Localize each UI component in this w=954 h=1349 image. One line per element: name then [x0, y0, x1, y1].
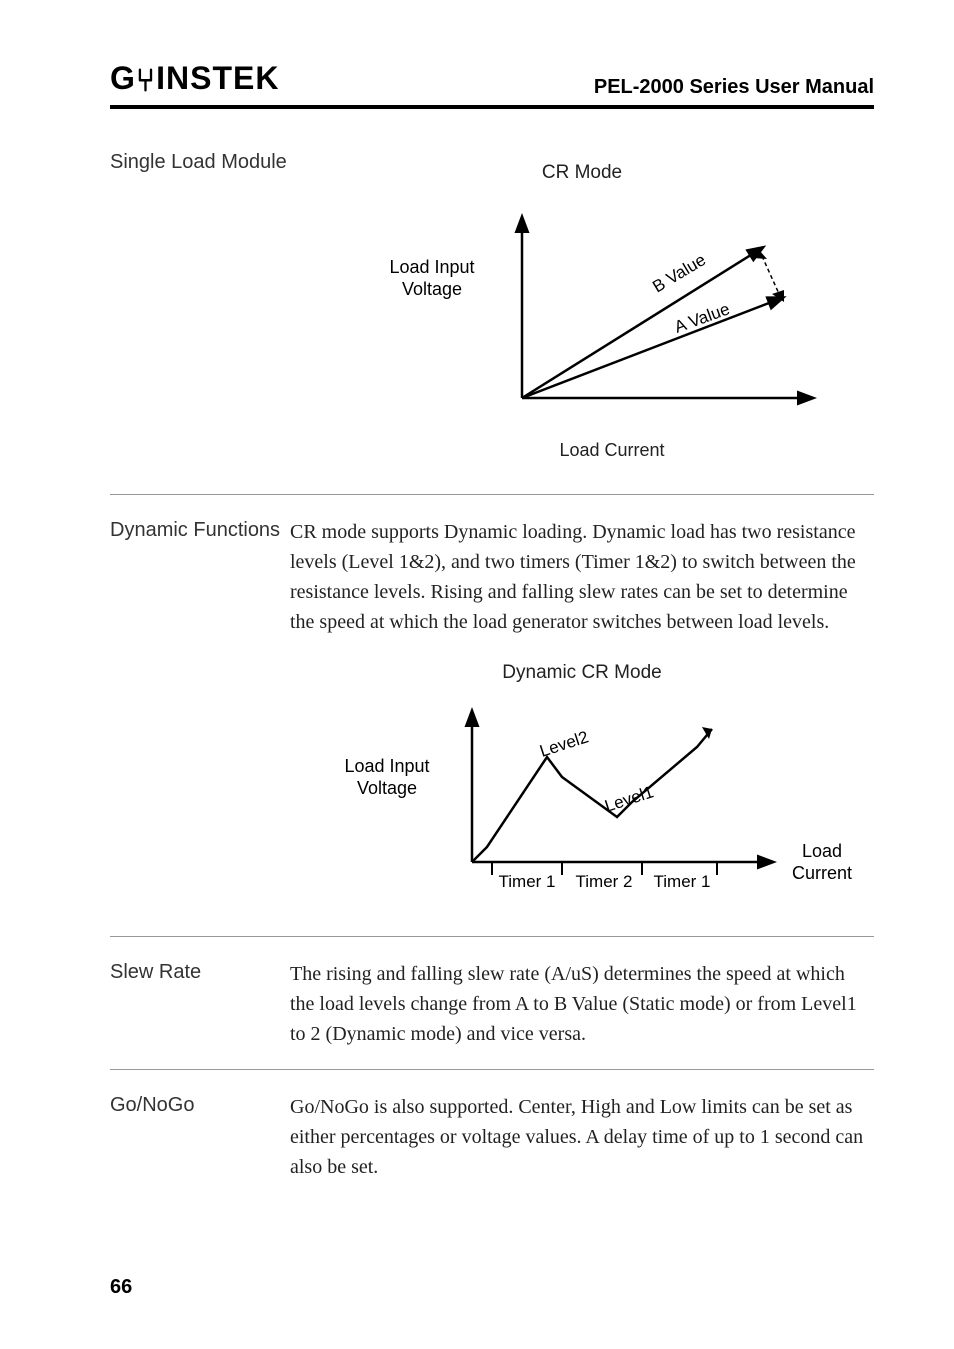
dyn-level2-label: Level2 [537, 727, 591, 761]
dyn-timer1b-label: Timer 1 [654, 872, 711, 891]
content-dynamic: CR mode supports Dynamic loading. Dynami… [290, 517, 874, 917]
logo: G⑂INSTEK [110, 60, 279, 99]
label-gonogo: Go/NoGo [110, 1092, 290, 1182]
divider-1 [110, 494, 874, 495]
label-single-load: Single Load Module [110, 149, 290, 474]
cr-mode-diagram: CR Mode [290, 159, 874, 464]
cr-mode-svg: Load Input Voltage B Value A Value [322, 198, 842, 428]
content-single-load: CR Mode [290, 149, 874, 474]
dynamic-text: CR mode supports Dynamic loading. Dynami… [290, 517, 874, 637]
cr-b-value-label: B Value [649, 250, 709, 296]
divider-2 [110, 936, 874, 937]
section-gonogo: Go/NoGo Go/NoGo is also supported. Cente… [110, 1092, 874, 1182]
page-header: G⑂INSTEK PEL-2000 Series User Manual [110, 60, 874, 109]
content-gonogo: Go/NoGo is also supported. Center, High … [290, 1092, 874, 1182]
content-slew-rate: The rising and falling slew rate (A/uS) … [290, 959, 874, 1049]
dynamic-cr-diagram: Dynamic CR Mode [290, 659, 874, 907]
dyn-current-label: Current [792, 863, 852, 883]
dyn-timer1a-label: Timer 1 [499, 872, 556, 891]
section-single-load: Single Load Module CR Mode [110, 149, 874, 474]
dyn-y-label-1: Load Input [344, 756, 429, 776]
section-slew-rate: Slew Rate The rising and falling slew ra… [110, 959, 874, 1049]
label-dynamic: Dynamic Functions [110, 517, 290, 917]
dyn-load-label: Load [802, 841, 842, 861]
cr-mode-title: CR Mode [290, 159, 874, 188]
manual-title: PEL-2000 Series User Manual [594, 76, 874, 99]
section-dynamic: Dynamic Functions CR mode supports Dynam… [110, 517, 874, 917]
cr-y-label-2: Voltage [402, 279, 462, 299]
cr-x-axis-label: Load Current [350, 437, 874, 464]
label-slew-rate: Slew Rate [110, 959, 290, 1049]
dyn-y-label-2: Voltage [357, 778, 417, 798]
dynamic-cr-title: Dynamic CR Mode [290, 659, 874, 688]
dyn-timer2-label: Timer 2 [576, 872, 633, 891]
divider-3 [110, 1069, 874, 1070]
page-number: 66 [110, 1276, 132, 1299]
dyn-level1-label: Level1 [602, 782, 656, 816]
cr-a-value-label: A Value [672, 299, 732, 336]
dynamic-cr-svg: Load Input Voltage Level2 Level1 Timer 1… [292, 697, 872, 897]
cr-y-label-1: Load Input [389, 257, 474, 277]
